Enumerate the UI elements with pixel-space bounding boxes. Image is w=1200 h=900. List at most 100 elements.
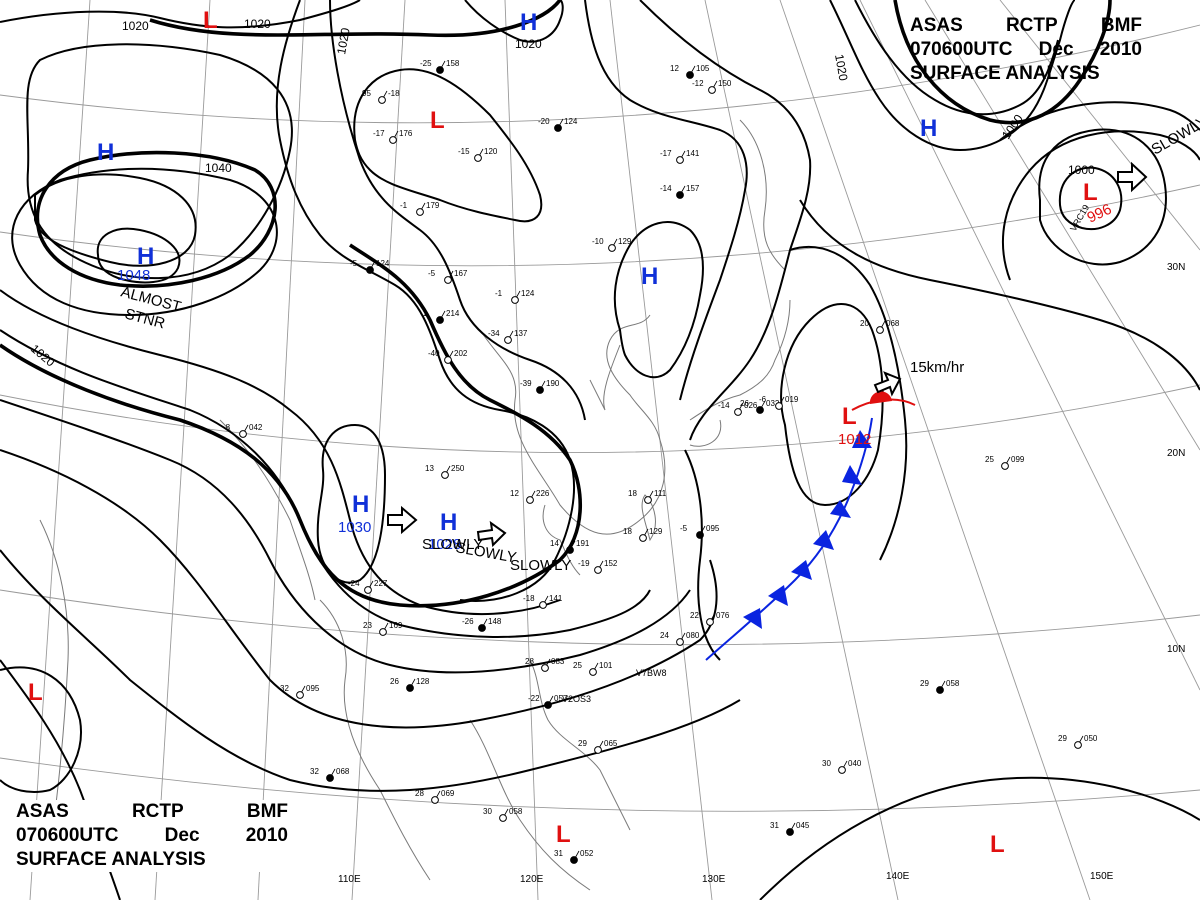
station-cloud-cover-circle (526, 496, 534, 504)
station-temperature: 26 (740, 399, 749, 408)
isobar-value-label: 1040 (205, 161, 232, 175)
station-plot: -1 124 (495, 289, 535, 304)
meridian-line (704, 0, 899, 900)
station-cloud-cover-circle (570, 856, 578, 864)
pressure-values: 1048 1030 1028 996 1012 (117, 201, 1114, 553)
station-cloud-cover-circle (554, 124, 562, 132)
station-pressure: -18 (388, 89, 400, 98)
station-cloud-cover-circle (536, 386, 544, 394)
station-cloud-cover-circle (366, 266, 374, 274)
station-pressure: 050 (1084, 734, 1098, 743)
product-label: SURFACE ANALYSIS (16, 849, 206, 870)
latitude-label: 30N (1167, 262, 1185, 273)
station-pressure: 083 (551, 657, 565, 666)
station-cloud-cover-circle (478, 624, 486, 632)
station-temperature: -1 (420, 309, 428, 318)
isobar-value-label: 1020 (334, 26, 352, 55)
ship-station-id: V7BW8 (636, 668, 667, 678)
movement-speed-annotation: 15km/hr (910, 359, 964, 376)
longitude-label: 120E (520, 874, 544, 885)
high-pressure-symbol: H (137, 243, 154, 270)
station-temperature: 18 (628, 489, 637, 498)
isobar-line (26, 43, 293, 280)
low-pressure-symbol: L (430, 107, 445, 134)
isobar-value-label: 1020 (832, 53, 850, 82)
station-pressure: 124 (376, 259, 390, 268)
meridian-line (779, 0, 1091, 900)
parallel-line (0, 184, 1200, 267)
station-temperature: -5 (350, 259, 358, 268)
station-cloud-cover-circle (1074, 741, 1082, 749)
station-cloud-cover-circle (786, 828, 794, 836)
station-pressure: 191 (576, 539, 590, 548)
station-pressure: 214 (446, 309, 460, 318)
station-label: RCTP (131, 801, 184, 822)
isobar-line (789, 245, 908, 561)
station-pressure: 129 (649, 527, 663, 536)
station-temperature: -18 (523, 594, 535, 603)
station-pressure: 080 (686, 631, 700, 640)
station-temperature: -5 (428, 269, 436, 278)
station-cloud-cover-circle (876, 326, 884, 334)
valid-time-label: 070600UTC (910, 39, 1013, 60)
station-cloud-cover-circle (676, 191, 684, 199)
station-plot: 32 068 (310, 767, 350, 782)
station-cloud-cover-circle (566, 546, 574, 554)
meridian-line (257, 0, 306, 900)
station-temperature: 30 (483, 807, 492, 816)
coastline-taiwan (641, 494, 656, 542)
station-plot: 31 052 (554, 849, 594, 864)
station-pressure: 167 (454, 269, 468, 278)
coastline-philippines (529, 659, 631, 831)
station-temperature: 22 (690, 611, 699, 620)
station-pressure: 227 (374, 579, 388, 588)
station-temperature: -14 (718, 401, 730, 410)
station-pressure: 141 (686, 149, 700, 158)
high-pressure-value: 1028 (428, 536, 461, 553)
station-cloud-cover-circle (594, 566, 602, 574)
station-pressure: 111 (654, 489, 667, 498)
station-pressure: 068 (336, 767, 350, 776)
meridian-line (154, 0, 211, 900)
product-label: SURFACE ANALYSIS (910, 63, 1100, 84)
station-pressure: 124 (521, 289, 535, 298)
low-pressure-value: 1012 (838, 431, 871, 448)
station-temperature: 29 (920, 679, 929, 688)
high-pressure-symbol: H (520, 9, 537, 36)
station-plot: -5 124 (350, 259, 390, 274)
front-barb (852, 430, 872, 448)
station-temperature: -24 (348, 579, 360, 588)
month-label: Dec (1038, 39, 1074, 60)
isobar-line (799, 199, 1200, 391)
station-pressure: 152 (604, 559, 618, 568)
station-plot: 18 111 (628, 489, 667, 504)
station-plot: 31 045 (770, 821, 810, 836)
chart-header-top: ASAS RCTP BMF 070600UTC Dec 2010 SURFACE… (910, 14, 1142, 86)
isobar-line (0, 549, 741, 792)
station-cloud-cover-circle (686, 71, 694, 79)
station-pressure: 190 (546, 379, 560, 388)
station-plot: 29 065 (578, 739, 618, 754)
station-cloud-cover-circle (589, 668, 597, 676)
meridian-line (609, 0, 713, 900)
longitude-label: 140E (886, 871, 910, 882)
station-temperature: -17 (660, 149, 672, 158)
isobar-line (1058, 166, 1123, 230)
station-temperature: -5 (680, 524, 688, 533)
station-pressure: 065 (604, 739, 618, 748)
station-plot: 29 058 (920, 679, 960, 694)
station-pressure: 250 (451, 464, 465, 473)
high-pressure-symbol: H (641, 263, 658, 290)
coastline-china (479, 314, 666, 535)
station-cloud-cover-circle (441, 471, 449, 479)
station-plot: -1 214 (420, 309, 460, 324)
station-temperature: 30 (822, 759, 831, 768)
station-cloud-cover-circle (756, 406, 764, 414)
station-plot: -5 167 (428, 269, 468, 284)
isobar-line (0, 399, 691, 674)
station-cloud-cover-circle (838, 766, 846, 774)
station-pressure: 026 (744, 401, 758, 410)
station-pressure: 042 (249, 423, 263, 432)
station-cloud-cover-circle (541, 664, 549, 672)
year-label: 2010 (245, 825, 288, 846)
